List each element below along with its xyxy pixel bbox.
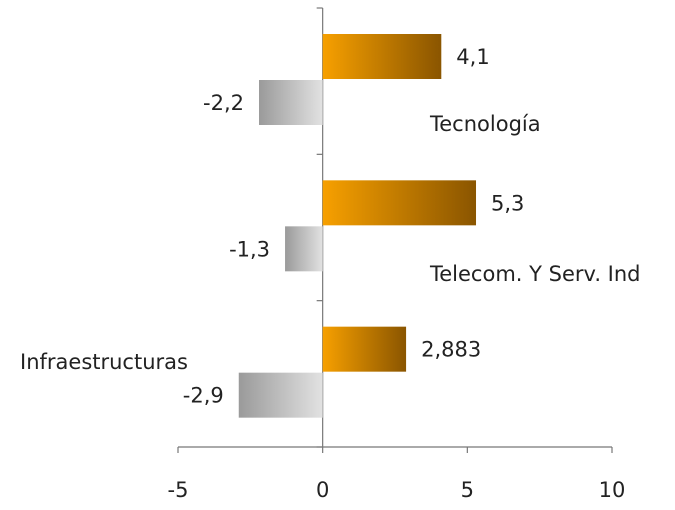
bar: [322, 326, 407, 372]
value-label: -2,2: [203, 91, 244, 115]
value-label: 5,3: [491, 191, 524, 215]
category-label: Telecom. Y Serv. Ind: [429, 262, 641, 286]
value-label: 4,1: [456, 45, 489, 69]
bar: [238, 372, 323, 418]
value-label: -2,9: [183, 384, 224, 408]
bar: [285, 226, 323, 272]
category-label: Tecnología: [429, 112, 541, 136]
value-label: -1,3: [229, 237, 270, 261]
bar: [322, 34, 442, 79]
x-tick-label: 0: [316, 478, 329, 502]
bar: [259, 80, 323, 125]
category-label: Infraestructuras: [20, 350, 188, 374]
bar: [322, 180, 477, 226]
x-tick-label: -5: [168, 478, 189, 502]
value-label: 2,883: [421, 338, 481, 362]
x-tick-label: 5: [461, 478, 474, 502]
x-tick-label: 10: [599, 478, 626, 502]
